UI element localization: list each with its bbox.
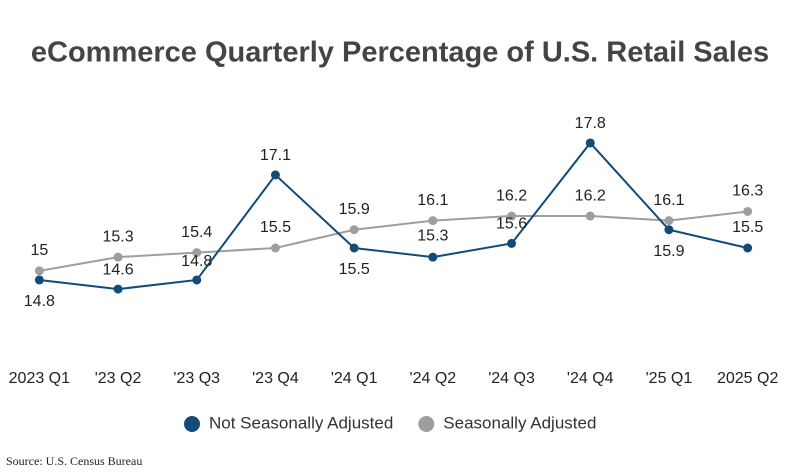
data-label: 14.6 [102,261,133,278]
data-label: 14.8 [181,253,212,270]
data-label: 15.9 [653,243,684,260]
data-label: 17.8 [575,115,606,132]
x-tick-label: '24 Q3 [488,370,535,387]
point [428,216,438,226]
source-note: Source: U.S. Census Bureau [6,454,142,468]
point [507,238,517,248]
legend-label: Seasonally Adjusted [443,413,596,432]
x-tick-label: '23 Q2 [95,370,142,387]
legend-marker [184,416,200,432]
x-tick-label: '24 Q2 [410,370,457,387]
point [585,211,595,221]
data-label: 15.5 [260,219,291,236]
point [192,275,202,285]
legend-marker [418,416,435,432]
point [428,252,438,262]
x-tick-label: '23 Q3 [173,370,220,387]
data-label: 16.2 [575,187,606,204]
point [34,266,44,276]
point [349,243,359,253]
data-label: 15.4 [181,224,212,241]
data-label: 16.3 [732,183,763,200]
series-line [39,210,748,272]
point [113,284,123,294]
point [743,206,753,216]
point [664,216,674,226]
data-label: 15.5 [732,219,763,236]
point [192,248,202,258]
data-label: 15 [30,242,48,259]
data-label: 15.3 [102,228,133,245]
point [664,225,674,235]
point [113,252,123,262]
x-tick-label: '24 Q4 [567,370,614,387]
point [34,275,44,285]
legend-label: Not Seasonally Adjusted [209,413,393,432]
x-tick-label: 2023 Q1 [9,370,70,387]
point [270,243,280,253]
data-label: 15.5 [339,261,370,278]
series-line [39,141,748,291]
data-label: 15.9 [339,201,370,218]
data-label: 17.1 [260,147,291,164]
data-label: 14.8 [24,293,55,310]
point [507,211,517,221]
data-label: 15.6 [496,216,527,233]
point [270,170,280,180]
point [743,243,753,253]
data-label: 15.3 [417,227,448,244]
x-tick-label: '23 Q4 [252,370,299,387]
data-label: 16.1 [653,192,684,209]
x-tick-label: 2025 Q2 [717,370,778,387]
point [585,138,595,148]
chart-title: eCommerce Quarterly Percentage of U.S. R… [31,37,769,69]
x-tick-label: '25 Q1 [646,370,693,387]
x-tick-label: '24 Q1 [331,370,378,387]
data-label: 16.1 [417,192,448,209]
point [349,225,359,235]
data-label: 16.2 [496,187,527,204]
